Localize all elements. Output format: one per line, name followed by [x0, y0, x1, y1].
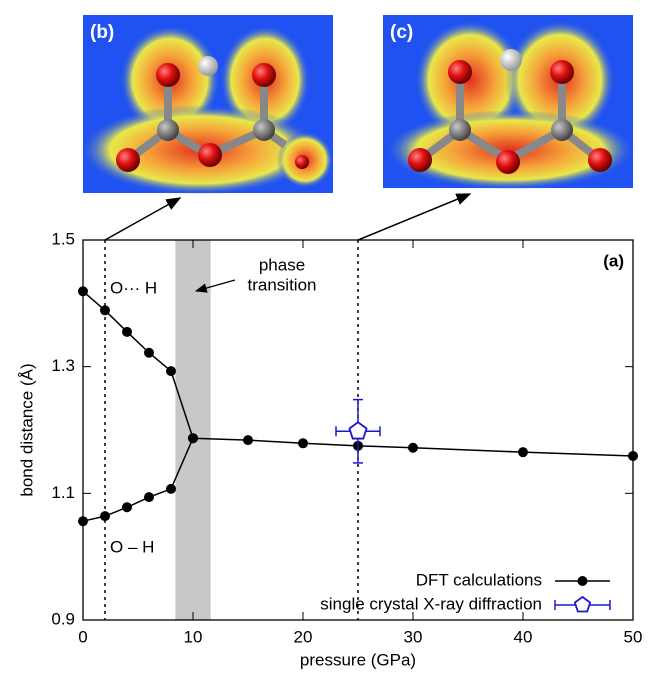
y-axis-label: bond distance (Å) — [17, 363, 36, 496]
data-point — [298, 438, 308, 448]
annotation: O··· H — [110, 278, 157, 297]
data-point — [628, 451, 638, 461]
annotation: O – H — [110, 537, 154, 556]
data-point — [166, 366, 176, 376]
data-point — [100, 511, 110, 521]
data-point — [78, 286, 88, 296]
x-axis-label: pressure (GPa) — [300, 650, 416, 669]
data-point — [518, 447, 528, 457]
annotation: phase — [259, 255, 305, 274]
legend-label: DFT calculations — [416, 570, 542, 589]
inset-label: (b) — [90, 22, 114, 43]
data-point — [243, 435, 253, 445]
data-point — [144, 492, 154, 502]
legend-marker — [578, 576, 588, 586]
inset-label: (c) — [390, 22, 413, 43]
legend-marker — [575, 597, 590, 611]
data-point — [122, 502, 132, 512]
measurement-point — [349, 422, 366, 438]
arrow — [105, 198, 180, 240]
inset-c: (c) — [383, 15, 635, 190]
annotation: transition — [248, 275, 317, 294]
data-point — [78, 516, 88, 526]
x-tick-label: 40 — [514, 627, 533, 646]
phase-band — [175, 240, 210, 620]
x-tick-label: 30 — [404, 627, 423, 646]
data-point — [188, 433, 198, 443]
figure: (b) (c) 0.9 1.1 1.3 1.5 0 10 20 30 40 50 pressure … — [0, 0, 650, 675]
data-point — [166, 484, 176, 494]
panel-label: (a) — [603, 251, 624, 270]
x-tick-label: 0 — [78, 627, 87, 646]
x-tick-label: 20 — [294, 627, 313, 646]
y-tick-label: 1.3 — [51, 356, 75, 375]
y-tick-label: 0.9 — [51, 609, 75, 628]
inset-b: (b) — [80, 15, 333, 195]
legend-label: single crystal X-ray diffraction — [320, 594, 542, 613]
data-point — [408, 443, 418, 453]
y-tick-label: 1.1 — [51, 483, 75, 502]
plot: 0.9 1.1 1.3 1.5 0 10 20 30 40 50 pressure (GPa) bon… — [17, 194, 642, 669]
data-point — [144, 348, 154, 358]
x-tick-label: 50 — [624, 627, 643, 646]
data-point — [122, 327, 132, 337]
arrow — [358, 194, 470, 240]
x-tick-label: 10 — [184, 627, 203, 646]
y-tick-label: 1.5 — [51, 229, 75, 248]
data-point — [100, 305, 110, 315]
